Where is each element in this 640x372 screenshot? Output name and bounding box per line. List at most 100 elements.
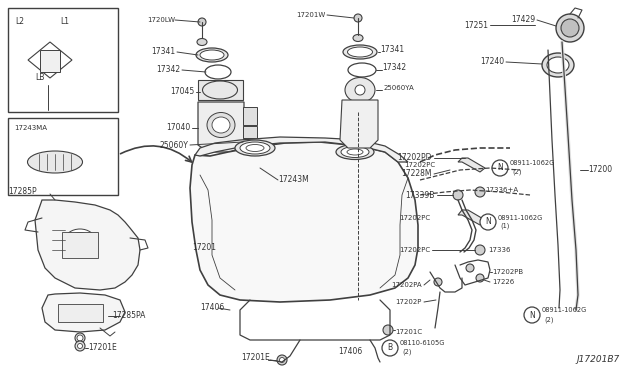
- Text: 17243MA: 17243MA: [14, 125, 47, 131]
- Text: 17200: 17200: [588, 166, 612, 174]
- Bar: [198, 80, 243, 100]
- Ellipse shape: [65, 229, 95, 251]
- Polygon shape: [28, 42, 72, 78]
- Ellipse shape: [200, 50, 224, 60]
- Text: 17202PA: 17202PA: [392, 282, 422, 288]
- Ellipse shape: [28, 151, 83, 173]
- Text: N: N: [497, 164, 503, 173]
- Circle shape: [556, 14, 584, 42]
- Ellipse shape: [542, 53, 574, 77]
- Ellipse shape: [69, 232, 91, 247]
- Ellipse shape: [336, 144, 374, 160]
- Text: 17202PD: 17202PD: [397, 154, 432, 163]
- Circle shape: [382, 340, 398, 356]
- Text: 17202P: 17202P: [396, 299, 422, 305]
- Circle shape: [561, 19, 579, 37]
- Ellipse shape: [353, 35, 363, 42]
- Polygon shape: [195, 137, 408, 162]
- Text: (2): (2): [544, 317, 554, 323]
- Ellipse shape: [341, 147, 369, 157]
- Circle shape: [277, 355, 287, 365]
- Polygon shape: [35, 200, 140, 290]
- Text: 1720LW: 1720LW: [147, 17, 175, 23]
- Text: 17045: 17045: [170, 87, 194, 96]
- Bar: [62, 232, 98, 258]
- Bar: [40, 50, 60, 72]
- Circle shape: [476, 274, 484, 282]
- Circle shape: [355, 85, 365, 95]
- Ellipse shape: [343, 45, 377, 59]
- Circle shape: [280, 357, 285, 362]
- Ellipse shape: [547, 57, 569, 73]
- Polygon shape: [458, 158, 485, 172]
- Text: LB: LB: [35, 74, 44, 83]
- Bar: [8, 8, 118, 112]
- Text: B: B: [387, 343, 392, 353]
- Circle shape: [524, 307, 540, 323]
- Polygon shape: [190, 142, 418, 302]
- Polygon shape: [42, 293, 125, 332]
- Ellipse shape: [348, 63, 376, 77]
- Text: 08911-1062G: 08911-1062G: [542, 307, 588, 313]
- Text: 17341: 17341: [151, 48, 175, 57]
- Text: (1): (1): [500, 223, 509, 229]
- Text: 17201C: 17201C: [395, 329, 422, 335]
- Text: 17202PC: 17202PC: [404, 162, 435, 168]
- Text: 17429: 17429: [511, 16, 535, 25]
- Text: 17342: 17342: [382, 64, 406, 73]
- Bar: [243, 126, 257, 138]
- Circle shape: [475, 187, 485, 197]
- Text: 17341: 17341: [380, 45, 404, 55]
- Text: 17201W: 17201W: [296, 12, 325, 18]
- Text: 17339B: 17339B: [406, 190, 435, 199]
- Circle shape: [75, 333, 85, 343]
- Text: 08911-1062G: 08911-1062G: [498, 215, 543, 221]
- Polygon shape: [340, 100, 378, 148]
- Text: N: N: [529, 311, 535, 320]
- Text: 17202PC: 17202PC: [399, 247, 430, 253]
- Ellipse shape: [197, 38, 207, 45]
- Ellipse shape: [235, 140, 275, 156]
- Text: 25060YA: 25060YA: [384, 85, 415, 91]
- Polygon shape: [198, 102, 244, 152]
- Text: (2): (2): [402, 349, 412, 355]
- Text: 17406: 17406: [338, 347, 362, 356]
- Bar: [8, 118, 118, 195]
- Circle shape: [480, 214, 496, 230]
- Ellipse shape: [207, 112, 235, 138]
- Text: 17285PA: 17285PA: [112, 311, 145, 321]
- Text: 08911-1062G: 08911-1062G: [510, 160, 556, 166]
- Bar: [243, 107, 257, 125]
- Ellipse shape: [345, 77, 375, 103]
- Text: 17202PB: 17202PB: [492, 269, 523, 275]
- Text: 17336: 17336: [488, 247, 511, 253]
- Text: 17251: 17251: [464, 20, 488, 29]
- Circle shape: [383, 325, 393, 335]
- Text: 17285P: 17285P: [8, 187, 36, 196]
- Text: 17201: 17201: [192, 244, 216, 253]
- Circle shape: [434, 278, 442, 286]
- Text: N: N: [485, 218, 491, 227]
- Text: 17342: 17342: [156, 65, 180, 74]
- Ellipse shape: [240, 142, 270, 154]
- Text: 25060Y: 25060Y: [159, 141, 188, 150]
- Bar: [58, 304, 103, 322]
- Circle shape: [198, 18, 206, 26]
- Circle shape: [75, 341, 85, 351]
- Circle shape: [475, 245, 485, 255]
- Ellipse shape: [347, 149, 363, 155]
- Text: 17240: 17240: [480, 58, 504, 67]
- Text: 08110-6105G: 08110-6105G: [400, 340, 445, 346]
- Ellipse shape: [202, 81, 237, 99]
- Text: 17226: 17226: [492, 279, 515, 285]
- Text: J17201B7: J17201B7: [577, 356, 620, 365]
- Circle shape: [354, 14, 362, 22]
- Text: 17228M: 17228M: [401, 170, 432, 179]
- Text: 17406: 17406: [200, 304, 224, 312]
- Text: L1: L1: [60, 17, 69, 26]
- Text: L2: L2: [15, 17, 24, 26]
- Circle shape: [77, 335, 83, 341]
- Circle shape: [77, 343, 83, 349]
- Text: 17336+A: 17336+A: [485, 187, 518, 193]
- Ellipse shape: [212, 117, 230, 133]
